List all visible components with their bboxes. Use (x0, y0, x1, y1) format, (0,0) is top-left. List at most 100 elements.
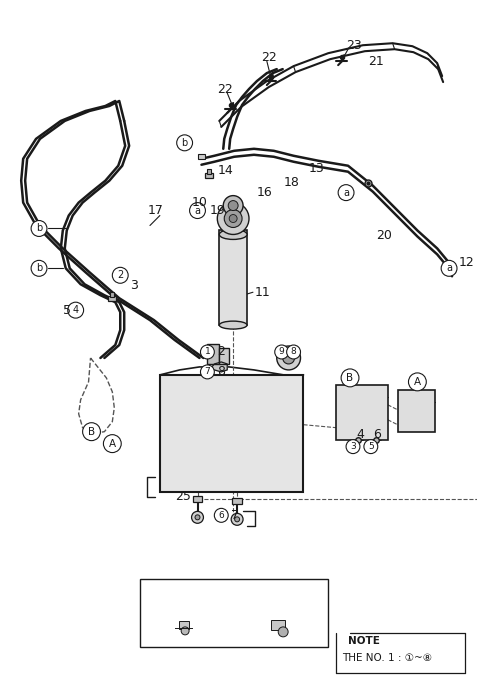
Circle shape (229, 214, 237, 223)
Circle shape (364, 440, 378, 454)
Text: 7: 7 (231, 509, 239, 522)
Ellipse shape (219, 321, 247, 329)
Bar (232, 498, 242, 505)
Bar (192, 496, 203, 503)
Circle shape (201, 345, 215, 359)
Text: 12: 12 (459, 256, 475, 269)
Text: 17: 17 (148, 204, 164, 217)
Circle shape (177, 135, 192, 151)
Text: 11: 11 (255, 285, 271, 299)
Text: 13: 13 (309, 162, 324, 175)
Bar (336, 385, 388, 440)
Circle shape (190, 202, 205, 218)
Bar (219, 348, 229, 364)
Circle shape (275, 345, 288, 359)
Circle shape (223, 195, 243, 216)
Text: 8: 8 (217, 366, 225, 378)
Text: 19: 19 (209, 204, 225, 217)
Text: A: A (109, 438, 116, 449)
Circle shape (181, 627, 189, 635)
Circle shape (195, 515, 200, 520)
Bar (110, 292, 114, 297)
Text: a: a (194, 205, 201, 216)
Text: 10: 10 (192, 196, 207, 209)
Circle shape (338, 185, 354, 200)
Text: 8: 8 (291, 348, 297, 357)
Circle shape (215, 508, 228, 522)
Text: 2: 2 (217, 346, 225, 359)
Circle shape (31, 221, 47, 237)
Bar (205, 173, 213, 178)
Text: 14: 14 (217, 164, 233, 177)
Text: A: A (414, 377, 421, 387)
Text: 16: 16 (257, 186, 273, 199)
Circle shape (31, 260, 47, 276)
Bar (108, 296, 116, 301)
Circle shape (217, 202, 249, 235)
Text: a: a (151, 588, 157, 598)
Text: b: b (36, 223, 42, 234)
Text: 22: 22 (217, 82, 233, 96)
Text: NOTE: NOTE (348, 636, 380, 646)
Circle shape (341, 369, 359, 387)
Circle shape (231, 513, 243, 526)
Text: a: a (343, 188, 349, 198)
Circle shape (201, 365, 215, 379)
Text: 6: 6 (218, 511, 224, 520)
Text: 3: 3 (350, 442, 356, 451)
Circle shape (83, 423, 100, 440)
Text: THE NO. 1 : ①~⑧: THE NO. 1 : ①~⑧ (342, 653, 432, 663)
Text: 4: 4 (72, 305, 79, 315)
Bar (271, 620, 285, 630)
Text: b: b (245, 588, 251, 598)
Circle shape (224, 209, 242, 228)
Text: B: B (88, 426, 95, 437)
Text: 18: 18 (284, 176, 300, 189)
Text: 5: 5 (63, 304, 71, 317)
Text: 9: 9 (279, 348, 285, 357)
Text: 6: 6 (373, 428, 381, 441)
Circle shape (240, 585, 256, 601)
Circle shape (103, 435, 121, 452)
Bar (207, 169, 211, 174)
Circle shape (68, 302, 84, 318)
Bar (207, 344, 219, 364)
Text: 3: 3 (130, 279, 138, 292)
Circle shape (235, 517, 240, 522)
Bar (160, 375, 303, 492)
Circle shape (441, 260, 457, 276)
Circle shape (283, 352, 295, 364)
Circle shape (278, 627, 288, 637)
Bar (397, 390, 435, 431)
Circle shape (277, 346, 300, 370)
Circle shape (228, 200, 238, 211)
Text: 15: 15 (168, 586, 185, 600)
Circle shape (408, 373, 426, 391)
Text: 25: 25 (175, 490, 191, 503)
Text: 23: 23 (346, 38, 362, 52)
Text: 21: 21 (368, 54, 384, 68)
Text: b: b (181, 138, 188, 148)
Circle shape (346, 440, 360, 454)
Bar (219, 230, 247, 325)
Text: 20: 20 (376, 229, 392, 242)
Circle shape (146, 585, 162, 601)
Text: 4: 4 (356, 428, 364, 441)
Bar (179, 621, 189, 629)
Circle shape (287, 345, 300, 359)
Text: B: B (347, 373, 354, 383)
Text: 1: 1 (204, 348, 210, 357)
Text: 5: 5 (368, 442, 374, 451)
Bar (140, 579, 328, 647)
Ellipse shape (219, 230, 247, 239)
Polygon shape (209, 362, 227, 372)
Text: a: a (446, 263, 452, 274)
Text: 7: 7 (204, 367, 210, 376)
Text: 24: 24 (262, 586, 279, 600)
Text: 2: 2 (117, 270, 123, 281)
Text: b: b (36, 263, 42, 274)
Bar (198, 154, 205, 159)
Circle shape (112, 267, 128, 283)
Circle shape (192, 512, 204, 524)
Text: 22: 22 (261, 51, 276, 64)
